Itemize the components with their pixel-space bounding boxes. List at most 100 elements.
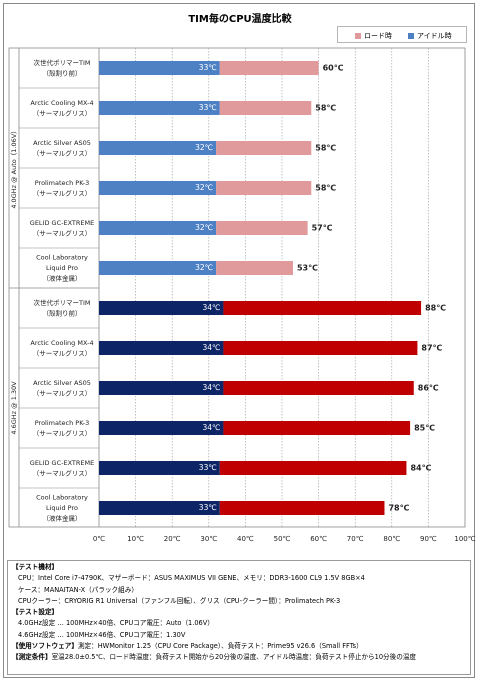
category-label: Liquid Pro [46, 264, 78, 272]
idle-value-label: 34℃ [202, 343, 220, 352]
notes-case: ケース：MANAITAN-X（パラック組み） [18, 585, 138, 594]
x-tick-label: 0℃ [93, 535, 105, 543]
category-label: 次世代ポリマーTIM [34, 298, 91, 307]
category-label: Cool Laboratory [36, 254, 88, 262]
x-tick-label: 70℃ [347, 535, 364, 543]
idle-value-label: 33℃ [199, 103, 217, 112]
idle-value-label: 32℃ [195, 223, 213, 232]
chart-title: TIM毎のCPU温度比較 [188, 14, 292, 25]
bar-idle [99, 501, 220, 515]
legend-label-load: ロード時 [364, 32, 392, 40]
idle-value-label: 33℃ [199, 503, 217, 512]
bar-idle [99, 381, 224, 395]
idle-value-label: 34℃ [202, 383, 220, 392]
notes-setting-40: 4.0GHz設定 … 100MHz×40倍、CPUコア電圧：Auto（1.06V… [18, 619, 214, 628]
legend: ロード時 アイドル時 [337, 26, 467, 43]
load-value-label: 60℃ [323, 64, 344, 73]
legend-item-idle: アイドル時 [408, 31, 452, 41]
notes-software: 【使用ソフトウェア】測定：HWMonitor 1.25（CPU Core Pac… [12, 641, 470, 652]
bar-load [219, 61, 319, 75]
notes-conditions-text: 室温28.0±0.5℃、ロード時温度：負荷テスト開始から20分後の温度、アイドル… [51, 653, 417, 662]
notes-setting-46: 4.6GHz設定 … 100MHz×46倍、CPUコア電圧：1.30V [18, 630, 186, 639]
category-label: （サーマルグリス） [33, 348, 92, 357]
notes-cooler: CPUクーラー：CRYORIG R1 Universal（ファンフル回転）、グリ… [18, 596, 341, 605]
category-label: Arctic Silver AS05 [33, 379, 91, 387]
category-label: （液体金属） [43, 514, 82, 523]
idle-value-label: 34℃ [202, 303, 220, 312]
load-value-label: 88℃ [425, 304, 446, 313]
bar-idle [99, 461, 220, 475]
category-label: （サーマルグリス） [33, 228, 92, 237]
bar-load [216, 141, 312, 155]
notes-heading-settings: 【テスト設定】 [12, 608, 59, 617]
legend-label-idle: アイドル時 [417, 32, 452, 40]
load-value-label: 85℃ [414, 424, 435, 433]
bar-idle [99, 341, 224, 355]
load-value-label: 58℃ [315, 144, 336, 153]
category-label: （殻割り前） [43, 308, 82, 317]
load-value-label: 86℃ [418, 384, 439, 393]
category-label: Arctic Cooling MX-4 [30, 99, 93, 107]
group-label: 4.0GHz @ Auto（1.06V） [10, 127, 18, 208]
x-tick-label: 40℃ [237, 535, 254, 543]
load-value-label: 57℃ [312, 224, 333, 233]
category-label: GELID GC-EXTREME [30, 219, 94, 227]
group-label: 4.6GHz @ 1.30V [10, 381, 18, 435]
idle-value-label: 33℃ [199, 63, 217, 72]
category-label: Liquid Pro [46, 504, 78, 512]
x-tick-label: 60℃ [310, 535, 327, 543]
x-tick-label: 50℃ [274, 535, 291, 543]
load-value-label: 87℃ [421, 344, 442, 353]
category-label: （サーマルグリス） [33, 108, 92, 117]
bar-load [216, 181, 312, 195]
bar-load [216, 221, 308, 235]
idle-value-label: 32℃ [195, 143, 213, 152]
bar-idle [99, 301, 224, 315]
notes-heading-equipment: 【テスト機材】 [12, 563, 59, 571]
category-label: （サーマルグリス） [33, 388, 92, 397]
plot-area-border [8, 47, 466, 528]
x-tick-label: 20℃ [164, 535, 181, 543]
load-value-label: 58℃ [315, 184, 336, 193]
x-tick-label: 80℃ [383, 535, 400, 543]
bar-idle [99, 261, 217, 275]
bar-idle [99, 141, 217, 155]
x-tick-label: 10℃ [127, 535, 144, 543]
bar-idle [99, 221, 217, 235]
chart-frame [3, 3, 475, 678]
notes-conditions: 【測定条件】室温28.0±0.5℃、ロード時温度：負荷テスト開始から20分後の温… [12, 652, 470, 663]
category-label: （殻割り前） [43, 68, 82, 77]
x-tick-label: 30℃ [200, 535, 217, 543]
category-label: （サーマルグリス） [33, 428, 92, 437]
load-value-label: 78℃ [388, 504, 409, 513]
category-label: （サーマルグリス） [33, 468, 92, 477]
bar-idle [99, 181, 217, 195]
bar-load [219, 501, 385, 515]
bar-idle [99, 421, 224, 435]
test-notes: 【テスト機材】 CPU：Intel Core i7-4790K、マザーボード：A… [7, 560, 471, 675]
idle-value-label: 32℃ [195, 183, 213, 192]
bar-load [223, 301, 422, 315]
notes-heading-conditions: 【測定条件】 [12, 653, 52, 662]
notes-software-text: 測定：HWMonitor 1.25（CPU Core Package）、負荷テス… [77, 642, 363, 651]
category-label: 次世代ポリマーTIM [34, 58, 91, 67]
category-label: Prolimatech PK-3 [35, 179, 90, 187]
category-label: （サーマルグリス） [33, 188, 92, 197]
bar-idle [99, 61, 220, 75]
load-value-label: 53℃ [297, 264, 318, 273]
legend-swatch-idle [408, 33, 414, 39]
category-label: Cool Laboratory [36, 494, 88, 502]
legend-swatch-load [355, 33, 361, 39]
category-label: Prolimatech PK-3 [35, 419, 90, 427]
load-value-label: 58℃ [315, 104, 336, 113]
idle-value-label: 33℃ [199, 463, 217, 472]
category-label: （液体金属） [43, 274, 82, 283]
bar-idle [99, 101, 220, 115]
bar-chart: 0℃ 10℃ 20℃ 30℃ 40℃ 50℃ 60℃ 70℃ 80℃ 90℃ 100℃ 4.0GHz … [8, 47, 476, 543]
bar-load [216, 261, 293, 275]
notes-heading-software: 【使用ソフトウェア】 [12, 642, 78, 651]
idle-value-label: 32℃ [195, 263, 213, 272]
category-label: GELID GC-EXTREME [30, 459, 94, 467]
x-tick-label: 90℃ [420, 535, 437, 543]
bar-load [219, 461, 407, 475]
